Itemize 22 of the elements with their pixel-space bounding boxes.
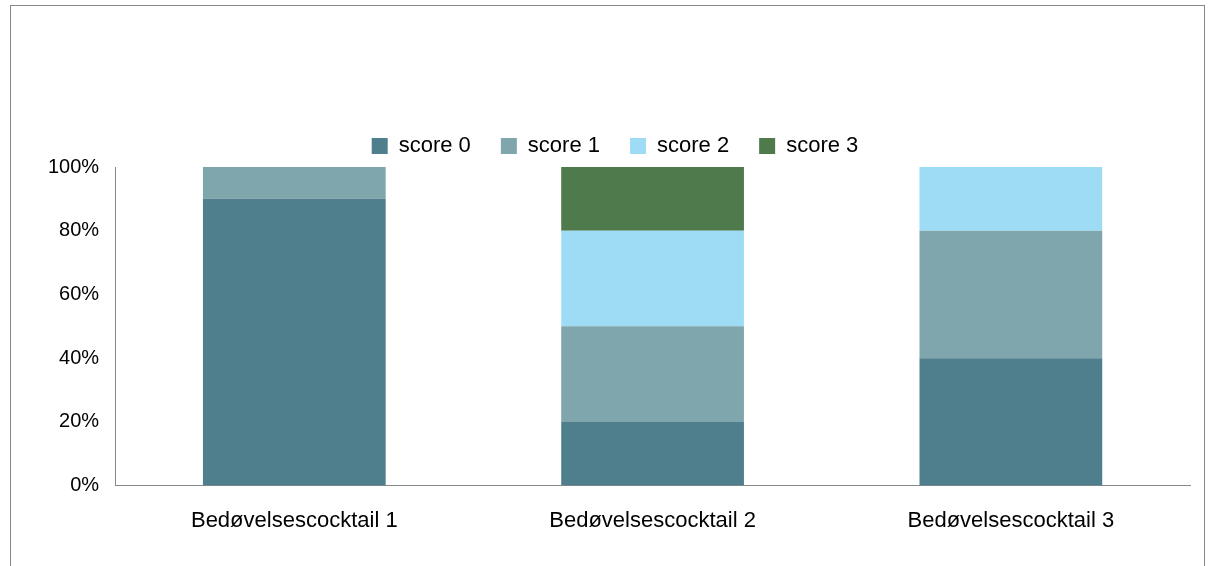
bar bbox=[202, 198, 386, 486]
x-tick-label: Bedøvelsescocktail 3 bbox=[907, 506, 1115, 532]
bar bbox=[919, 167, 1103, 231]
legend-label: score 1 bbox=[527, 132, 601, 158]
y-tick-label: 60% bbox=[59, 281, 100, 304]
x-tick-label: Bedøvelsescocktail 2 bbox=[549, 506, 756, 532]
bar bbox=[561, 421, 744, 486]
x-tick-label: Bedøvelsescocktail 1 bbox=[190, 506, 398, 532]
y-tick-label: 0% bbox=[70, 473, 100, 496]
bar bbox=[561, 167, 744, 231]
y-tick-label: 100% bbox=[48, 154, 100, 177]
y-tick-label: 40% bbox=[59, 345, 100, 368]
bar bbox=[202, 167, 386, 199]
legend-label: score 2 bbox=[657, 132, 730, 158]
bar bbox=[919, 230, 1103, 359]
bar bbox=[561, 326, 744, 422]
bar bbox=[919, 358, 1103, 486]
y-tick-label: 80% bbox=[59, 218, 100, 241]
y-tick-label: 20% bbox=[59, 409, 100, 432]
legend-label: score 0 bbox=[398, 132, 471, 158]
legend-label: score 3 bbox=[786, 132, 859, 158]
bar bbox=[561, 230, 744, 327]
